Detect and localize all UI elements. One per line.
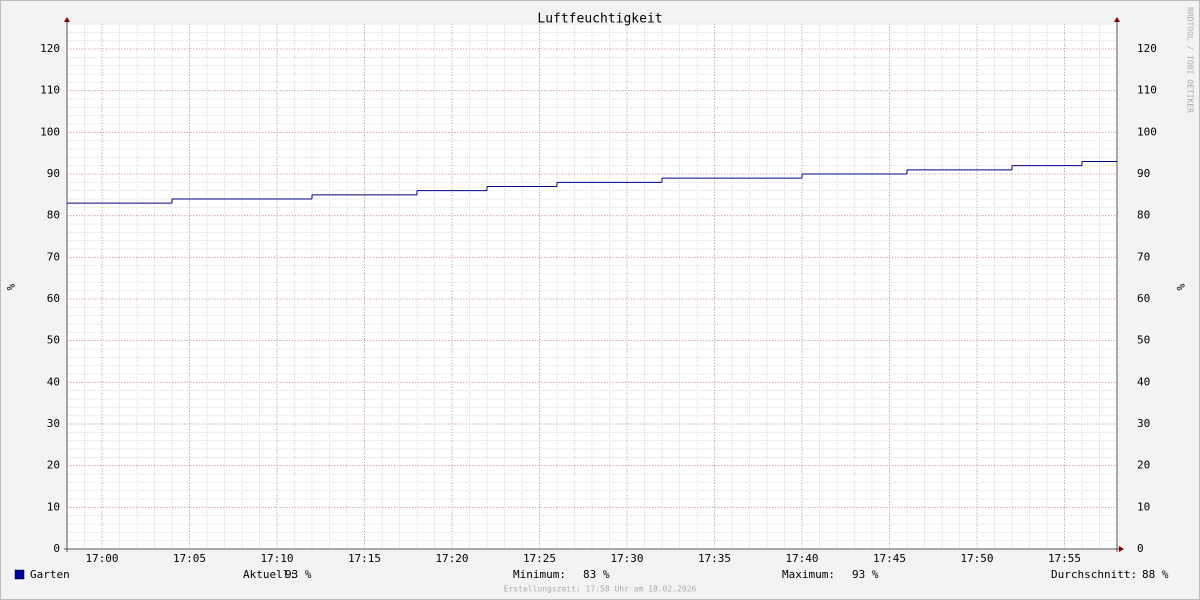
legend-label: Garten (30, 568, 70, 581)
y-tick-label: 110 (40, 84, 60, 97)
y2-tick-label: 110 (1137, 84, 1157, 97)
stat-value: 83 % (583, 568, 610, 581)
y2-tick-label: 70 (1137, 250, 1150, 263)
stat-label: Maximum: (782, 568, 835, 581)
x-tick-label: 17:40 (785, 552, 818, 565)
x-tick-label: 17:30 (610, 552, 643, 565)
y2-tick-label: 40 (1137, 375, 1150, 388)
y-axis-label: % (4, 284, 17, 291)
y-tick-label: 20 (47, 459, 60, 472)
x-tick-label: 17:00 (85, 552, 118, 565)
axis-arrow (64, 17, 70, 22)
y2-tick-label: 120 (1137, 42, 1157, 55)
stat-label: Minimum: (513, 568, 566, 581)
y-tick-label: 0 (53, 542, 60, 555)
y-tick-label: 40 (47, 375, 60, 388)
y-tick-label: 70 (47, 250, 60, 263)
y2-tick-label: 80 (1137, 209, 1150, 222)
axis-arrow (1119, 546, 1124, 552)
y-tick-label: 60 (47, 292, 60, 305)
y2-tick-label: 20 (1137, 459, 1150, 472)
y2-axis-label: % (1174, 284, 1187, 291)
y-tick-label: 10 (47, 500, 60, 513)
y2-tick-label: 50 (1137, 334, 1150, 347)
y2-tick-label: 100 (1137, 125, 1157, 138)
stat-value: 88 % (1142, 568, 1169, 581)
stat-value: 93 % (285, 568, 312, 581)
y-tick-label: 90 (47, 167, 60, 180)
axis-arrow (1114, 17, 1120, 22)
x-tick-label: 17:50 (960, 552, 993, 565)
y-tick-label: 50 (47, 334, 60, 347)
grid (66, 23, 1118, 550)
x-tick-label: 17:35 (698, 552, 731, 565)
watermark: RRDTOOL / TOBI OETIKER (1186, 7, 1195, 113)
legend-swatch (14, 569, 25, 580)
y2-tick-label: 10 (1137, 500, 1150, 513)
footer: Erstellungszeit: 17:58 Uhr am 18.02.2026 (504, 585, 697, 594)
y2-tick-label: 90 (1137, 167, 1150, 180)
y2-tick-label: 0 (1137, 542, 1144, 555)
y2-tick-label: 30 (1137, 417, 1150, 430)
stat-value: 93 % (852, 568, 879, 581)
y-tick-label: 120 (40, 42, 60, 55)
y-tick-label: 30 (47, 417, 60, 430)
x-tick-label: 17:20 (435, 552, 468, 565)
series-line (67, 161, 1117, 204)
y2-tick-label: 60 (1137, 292, 1150, 305)
x-tick-label: 17:55 (1048, 552, 1081, 565)
chart-title: Luftfeuchtigkeit (537, 12, 662, 27)
y-tick-label: 100 (40, 125, 60, 138)
x-tick-label: 17:45 (873, 552, 906, 565)
x-tick-label: 17:10 (260, 552, 293, 565)
stat-label: Aktuell: (243, 568, 296, 581)
x-tick-label: 17:25 (523, 552, 556, 565)
x-tick-label: 17:15 (348, 552, 381, 565)
stat-label: Durchschnitt: (1051, 568, 1137, 581)
x-tick-label: 17:05 (173, 552, 206, 565)
y-tick-label: 80 (47, 209, 60, 222)
